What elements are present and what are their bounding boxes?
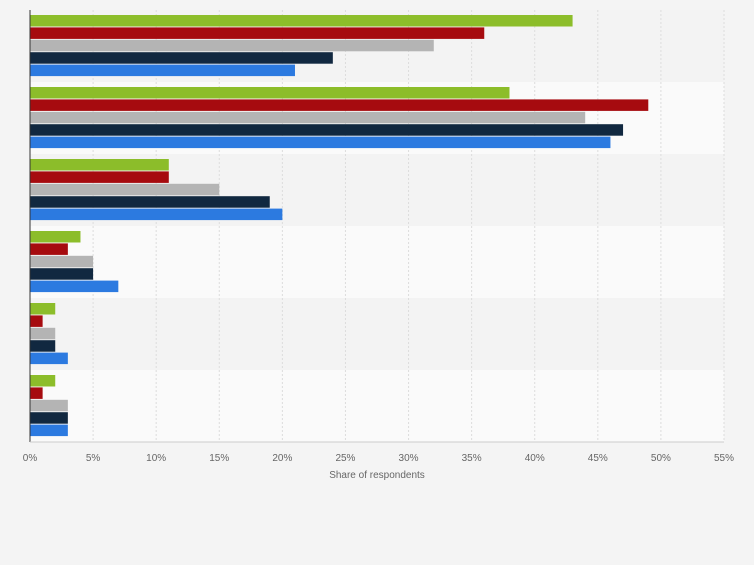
- x-tick-label: 50%: [651, 453, 671, 464]
- bar-cat5-series1: [30, 303, 56, 315]
- bar-cat4-series4: [30, 268, 94, 280]
- category-band-6: [30, 370, 724, 442]
- bar-cat6-series1: [30, 375, 56, 387]
- bar-cat6-series3: [30, 399, 68, 412]
- bars: [30, 15, 649, 437]
- bar-cat3-series3: [30, 183, 220, 196]
- bar-cat3-series1: [30, 159, 169, 171]
- x-tick-labels: 0% 5% 10% 15% 20% 25% 30% 35% 40% 45% 50% 55%: [23, 453, 734, 464]
- x-tick-label: 10%: [146, 453, 166, 464]
- x-tick-label: 40%: [525, 453, 545, 464]
- x-tick-label: 0%: [23, 453, 38, 464]
- category-band-4: [30, 226, 724, 298]
- bar-cat1-series5: [30, 64, 295, 77]
- bar-cat3-series2: [30, 171, 169, 183]
- bar-cat2-series4: [30, 124, 624, 136]
- bar-cat1-series2: [30, 27, 485, 39]
- bar-cat5-series5: [30, 352, 68, 365]
- x-tick-label: 45%: [588, 453, 608, 464]
- bar-cat4-series1: [30, 231, 81, 243]
- bar-cat5-series4: [30, 340, 56, 352]
- bar-cat4-series3: [30, 255, 94, 268]
- axes: [29, 10, 724, 443]
- x-tick-label: 20%: [272, 453, 292, 464]
- x-tick-label: 5%: [86, 453, 101, 464]
- x-tick-label: 30%: [399, 453, 419, 464]
- bar-cat6-series5: [30, 424, 68, 437]
- bar-cat1-series3: [30, 39, 434, 52]
- bar-cat4-series5: [30, 280, 119, 293]
- bar-cat2-series5: [30, 136, 611, 149]
- bar-cat6-series4: [30, 412, 68, 424]
- bar-cat1-series1: [30, 15, 573, 27]
- bar-cat2-series1: [30, 87, 510, 99]
- bar-cat2-series2: [30, 99, 649, 111]
- bar-cat5-series2: [30, 315, 43, 327]
- category-bands: [30, 10, 724, 442]
- bar-cat3-series5: [30, 208, 283, 221]
- x-axis-title: Share of respondents: [329, 470, 425, 481]
- bar-cat1-series4: [30, 52, 333, 64]
- bar-cat6-series2: [30, 387, 43, 399]
- x-tick-label: 35%: [462, 453, 482, 464]
- x-tick-label: 55%: [714, 453, 734, 464]
- bar-cat3-series4: [30, 196, 270, 208]
- gridlines: [92, 10, 725, 442]
- bar-cat4-series2: [30, 243, 68, 255]
- x-tick-label: 25%: [335, 453, 355, 464]
- category-band-5: [30, 298, 724, 370]
- bar-cat5-series3: [30, 327, 56, 340]
- bar-cat2-series3: [30, 111, 586, 124]
- x-tick-label: 15%: [209, 453, 229, 464]
